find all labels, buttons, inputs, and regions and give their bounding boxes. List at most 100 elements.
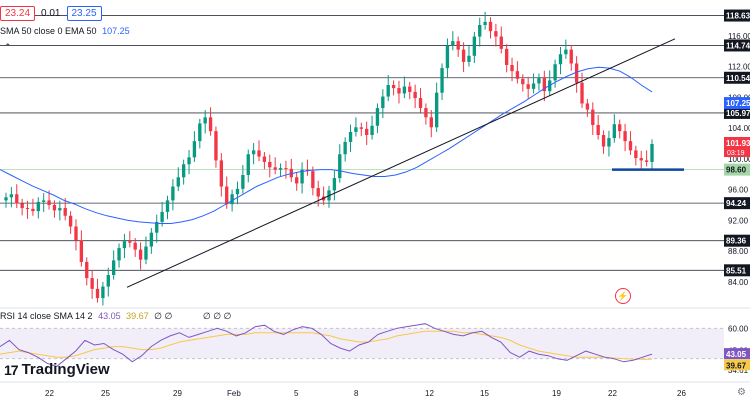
candle-body (478, 25, 482, 37)
candle-body (295, 177, 299, 184)
rsi-tag-bg (724, 348, 750, 360)
candle-body (225, 186, 229, 205)
level-tag: 105.97 (726, 109, 750, 118)
candle-body (381, 96, 385, 109)
candle-body (235, 188, 240, 195)
candle-body (246, 154, 250, 175)
candle-body (117, 248, 121, 261)
candle-body (79, 240, 84, 262)
candle-body (472, 36, 477, 56)
rsi-value: 43.05 (98, 311, 121, 321)
candle-body (408, 86, 412, 92)
candle-body (278, 168, 283, 170)
candle-body (251, 150, 256, 155)
sma-price-tag: 107.25 (726, 99, 750, 108)
candle-body (386, 85, 390, 97)
rsi-sma-value: 39.67 (126, 311, 149, 321)
countdown-timer: 03:19 (727, 150, 745, 157)
candle-body (494, 31, 498, 37)
candle-body (241, 175, 245, 189)
candle-body (74, 226, 78, 241)
rsi-sma-tag-bg (724, 359, 750, 371)
level-tag: 110.54 (726, 74, 750, 83)
candle-body (515, 71, 520, 79)
sma-legend[interactable]: SMA 50 close 0 EMA 50 107.25 (0, 26, 130, 36)
candle-body (564, 49, 568, 55)
time-axis-label: 22 (45, 389, 54, 398)
candle-body (391, 85, 396, 89)
candle-body (574, 63, 579, 83)
candle-body (316, 188, 320, 197)
rsi-markers-2: ∅ ∅ ∅ (202, 311, 232, 321)
settings-gear-icon[interactable]: ⚙ (737, 387, 746, 398)
bid-price[interactable]: 23.24 (0, 5, 36, 21)
rsi-value-tag: 43.05 (726, 350, 747, 359)
candle-body (612, 124, 616, 139)
candle-body (289, 168, 293, 178)
candle-body (537, 78, 541, 84)
time-axis-label: 19 (552, 389, 561, 398)
spread-value: 0.01 (41, 7, 61, 19)
candle-body (198, 123, 202, 142)
rsi-sma-value-tag: 39.67 (726, 361, 747, 370)
level-tag-bg (724, 264, 750, 277)
time-axis-label: 22 (608, 389, 617, 398)
candle-body (338, 154, 342, 179)
candle-body (284, 168, 288, 170)
tradingview-logo[interactable]: 17 TradingView (4, 361, 110, 378)
candle-body (111, 260, 116, 275)
level-tag-bg (724, 106, 750, 119)
candle-body (553, 64, 557, 81)
candle-body (628, 141, 633, 151)
time-axis-label: 26 (677, 389, 686, 398)
rsi-legend[interactable]: RSI 14 close SMA 14 2 43.05 39.67 ∅ ∅ ∅ … (0, 311, 231, 322)
candle-body (424, 108, 428, 118)
price-tick-label: 88.00 (728, 247, 749, 256)
sma-price-tag-bg (724, 97, 750, 110)
price-tick-label: 100.00 (728, 155, 750, 164)
candle-body (230, 194, 234, 205)
time-axis-label: 5 (294, 389, 299, 398)
candle-body (268, 161, 272, 168)
candle-body (558, 54, 563, 65)
candle-body (144, 246, 148, 260)
level-tag: 89.36 (726, 237, 747, 246)
candle-body (20, 203, 24, 209)
candle-body (15, 194, 19, 204)
candle-body (187, 157, 191, 165)
candle-body (348, 131, 353, 142)
rsi-label: RSI 14 close SMA 14 2 (0, 311, 93, 321)
time-axis-label: 29 (173, 389, 182, 398)
candle-body (257, 150, 261, 157)
candle-body (176, 177, 180, 187)
candle-body (214, 131, 218, 161)
ask-price[interactable]: 23.25 (66, 5, 102, 21)
candle-body (601, 135, 606, 147)
candle-body (203, 117, 207, 124)
candle-body (483, 21, 487, 25)
rsi-band (0, 328, 724, 359)
price-tick-label: 96.00 (728, 186, 749, 195)
rsi-tick-label: 34.61 (728, 366, 749, 375)
candle-body (585, 103, 590, 110)
flash-alert-icon[interactable]: ⚡ (615, 288, 631, 304)
candle-body (526, 84, 530, 89)
candle-body (300, 169, 304, 184)
tradingview-mark-icon: 17 (4, 361, 19, 378)
ascending-trendline (126, 38, 676, 288)
rsi-sma-line (0, 330, 653, 360)
level-tag: 85.51 (726, 266, 747, 275)
candle-body (499, 36, 503, 49)
candle-body (31, 208, 35, 212)
time-axis-label: 25 (101, 389, 110, 398)
collapse-chevron-icon[interactable]: ⌃ (4, 42, 12, 52)
price-tick-label: 112.00 (728, 63, 750, 72)
candle-body (171, 186, 175, 201)
level-tag-bg (724, 197, 750, 210)
candle-body (650, 144, 654, 162)
candle-body (434, 92, 439, 128)
candle-body (359, 127, 363, 129)
candle-body (165, 200, 170, 212)
candle-body (343, 141, 347, 155)
